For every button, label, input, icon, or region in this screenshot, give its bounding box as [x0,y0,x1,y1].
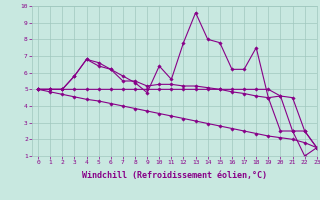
X-axis label: Windchill (Refroidissement éolien,°C): Windchill (Refroidissement éolien,°C) [82,171,267,180]
